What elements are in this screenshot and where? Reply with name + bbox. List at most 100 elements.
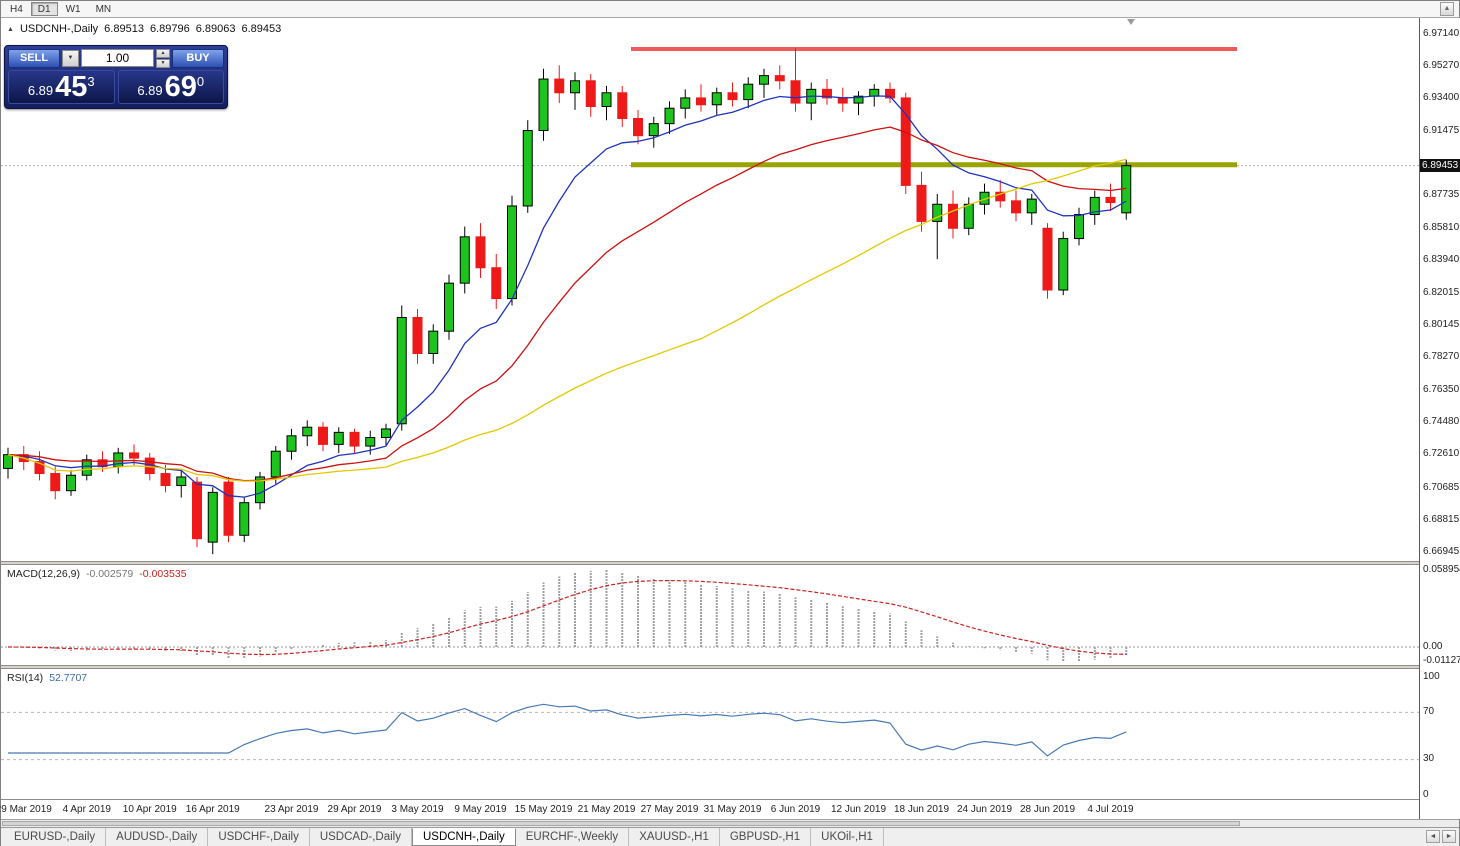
price-tick-label: 6.91475 <box>1423 124 1460 136</box>
macd-chart[interactable] <box>1 565 1419 665</box>
date-label: 10 Apr 2019 <box>122 804 177 815</box>
price-axis[interactable]: 6.89453 6.97140 6.95270 6.93400 6.91475 6.87… <box>1419 18 1460 819</box>
date-label: 27 May 2019 <box>640 804 699 815</box>
ohlc-low: 6.89063 <box>195 23 236 35</box>
date-label: 3 May 2019 <box>391 804 444 815</box>
sell-price-prefix: 6.89 <box>27 83 54 98</box>
buy-price-big: 69 <box>164 71 197 103</box>
horizontal-scrollbar-thumb[interactable] <box>2 821 1240 826</box>
tab-gbpusd-h1[interactable]: GBPUSD-,H1 <box>720 828 812 846</box>
tabs-scroll-right-icon[interactable]: ► <box>1442 830 1456 843</box>
macd-signal-value: -0.003535 <box>139 568 187 580</box>
chart-icon: ▲ <box>7 25 14 33</box>
price-tick-label: 6.80145 <box>1423 319 1460 331</box>
macd-scale-top: 0.058954 <box>1423 564 1460 575</box>
rsi-name: RSI(14) <box>7 672 44 684</box>
rsi-scale-label: 0 <box>1423 789 1429 800</box>
date-label: 4 Apr 2019 <box>62 804 111 815</box>
price-tick-label: 6.70685 <box>1423 481 1460 493</box>
date-label: 29 Mar 2019 <box>0 804 52 815</box>
tab-ukoil-h1[interactable]: UKOil-,H1 <box>811 828 884 846</box>
chart-shift-marker[interactable] <box>1127 19 1135 25</box>
tab-scroll-arrows: ◄ ► <box>1426 830 1456 843</box>
price-tick-label: 6.95270 <box>1423 59 1460 71</box>
volume-stepper: ▲ ▼ <box>156 49 170 68</box>
sell-button[interactable]: SELL <box>8 48 60 68</box>
timeframe-d1-button[interactable]: D1 <box>30 2 58 16</box>
date-label: 9 May 2019 <box>454 804 507 815</box>
volume-input[interactable] <box>81 49 154 67</box>
price-chart-panel[interactable]: ▲ USDCNH-,Daily 6.89513 6.89796 6.89063 … <box>1 18 1419 561</box>
price-tick-label: 6.74480 <box>1423 416 1460 428</box>
buy-price-display[interactable]: 6.89 69 0 <box>117 70 224 104</box>
timeframe-h4-button[interactable]: H4 <box>3 2 30 16</box>
chart-symbol-label: USDCNH-,Daily <box>19 23 99 35</box>
ohlc-high: 6.89796 <box>149 23 190 35</box>
ohlc-close: 6.89453 <box>241 23 282 35</box>
macd-scale-bottom: -0.011273 <box>1423 655 1460 666</box>
panel-divider-macd[interactable] <box>1 561 1419 565</box>
macd-panel[interactable]: MACD(12,26,9) -0.002579 -0.003535 <box>1 565 1419 665</box>
price-tick-label: 6.93400 <box>1423 91 1460 103</box>
sell-price-sup: 3 <box>87 74 95 89</box>
tab-usdchf-daily[interactable]: USDCHF-,Daily <box>208 828 310 846</box>
sell-price-big: 45 <box>55 71 88 103</box>
tab-usdcad-daily[interactable]: USDCAD-,Daily <box>310 828 412 846</box>
price-tick-label: 6.87735 <box>1423 189 1460 201</box>
price-tick-label: 6.83940 <box>1423 254 1460 266</box>
rsi-panel[interactable]: RSI(14) 52.7707 <box>1 669 1419 799</box>
tab-eurusd-daily[interactable]: EURUSD-,Daily <box>4 828 107 846</box>
tab-xauusd-h1[interactable]: XAUUSD-,H1 <box>629 828 720 846</box>
price-tick-label: 6.78270 <box>1423 351 1460 363</box>
buy-button[interactable]: BUY <box>172 48 224 68</box>
date-label: 16 Apr 2019 <box>185 804 240 815</box>
rsi-scale-label: 30 <box>1423 753 1435 764</box>
date-label: 31 May 2019 <box>703 804 762 815</box>
price-tick-label: 6.85810 <box>1423 222 1460 234</box>
candlestick-chart[interactable] <box>1 18 1419 561</box>
price-tick-label: 6.82015 <box>1423 287 1460 299</box>
current-price-badge: 6.89453 <box>1420 158 1460 172</box>
sell-price-display[interactable]: 6.89 45 3 <box>8 70 115 104</box>
rsi-value: 52.7707 <box>49 672 88 684</box>
date-label: 18 Jun 2019 <box>893 804 950 815</box>
date-label: 23 Apr 2019 <box>264 804 319 815</box>
tab-eurchf-weekly[interactable]: EURCHF-,Weekly <box>516 828 630 846</box>
macd-main-value: -0.002579 <box>85 568 134 580</box>
tab-audusd-daily[interactable]: AUDUSD-,Daily <box>106 828 209 846</box>
one-click-trading-panel: SELL ▼ ▲ ▼ BUY 6.89 45 3 6.89 69 0 <box>4 45 228 109</box>
tab-usdcnh-daily[interactable]: USDCNH-,Daily <box>411 828 516 846</box>
timeframe-toolbar: H4 D1 W1 MN ▲ <box>1 1 1459 18</box>
buy-price-prefix: 6.89 <box>137 83 163 98</box>
date-label: 24 Jun 2019 <box>956 804 1013 815</box>
buy-price-sup: 0 <box>196 74 205 89</box>
volume-dropdown-icon[interactable]: ▼ <box>62 49 79 67</box>
rsi-scale-label: 70 <box>1423 706 1435 717</box>
horizontal-scrollbar[interactable] <box>1 819 1459 827</box>
chart-title: ▲ USDCNH-,Daily 6.89513 6.89796 6.89063 … <box>7 23 281 35</box>
rsi-label: RSI(14) 52.7707 <box>7 672 87 684</box>
rsi-scale-label: 100 <box>1423 671 1440 682</box>
price-tick-label: 6.66945 <box>1423 545 1460 557</box>
date-label: 6 Jun 2019 <box>770 804 821 815</box>
date-label: 4 Jul 2019 <box>1087 804 1134 815</box>
ohlc-open: 6.89513 <box>104 23 144 35</box>
date-label: 21 May 2019 <box>577 804 636 815</box>
price-tick-label: 6.76350 <box>1423 384 1460 396</box>
price-tick-label: 6.68815 <box>1423 513 1460 525</box>
date-label: 28 Jun 2019 <box>1019 804 1076 815</box>
scroll-up-button[interactable]: ▲ <box>1440 2 1454 16</box>
macd-label: MACD(12,26,9) -0.002579 -0.003535 <box>7 568 187 580</box>
date-label: 15 May 2019 <box>514 804 573 815</box>
timeframe-w1-button[interactable]: W1 <box>59 2 88 16</box>
date-label: 29 Apr 2019 <box>327 804 382 815</box>
rsi-chart[interactable] <box>1 669 1419 799</box>
volume-down-icon[interactable]: ▼ <box>156 59 170 68</box>
timeframe-mn-button[interactable]: MN <box>89 2 119 16</box>
panel-divider-rsi[interactable] <box>1 665 1419 669</box>
macd-name: MACD(12,26,9) <box>7 568 80 580</box>
tabs-scroll-left-icon[interactable]: ◄ <box>1426 830 1440 843</box>
volume-up-icon[interactable]: ▲ <box>156 49 170 58</box>
date-axis[interactable]: 29 Mar 2019 4 Apr 2019 10 Apr 2019 16 Apr 2… <box>0 799 1419 819</box>
